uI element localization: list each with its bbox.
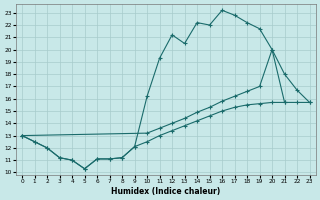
X-axis label: Humidex (Indice chaleur): Humidex (Indice chaleur) — [111, 187, 220, 196]
